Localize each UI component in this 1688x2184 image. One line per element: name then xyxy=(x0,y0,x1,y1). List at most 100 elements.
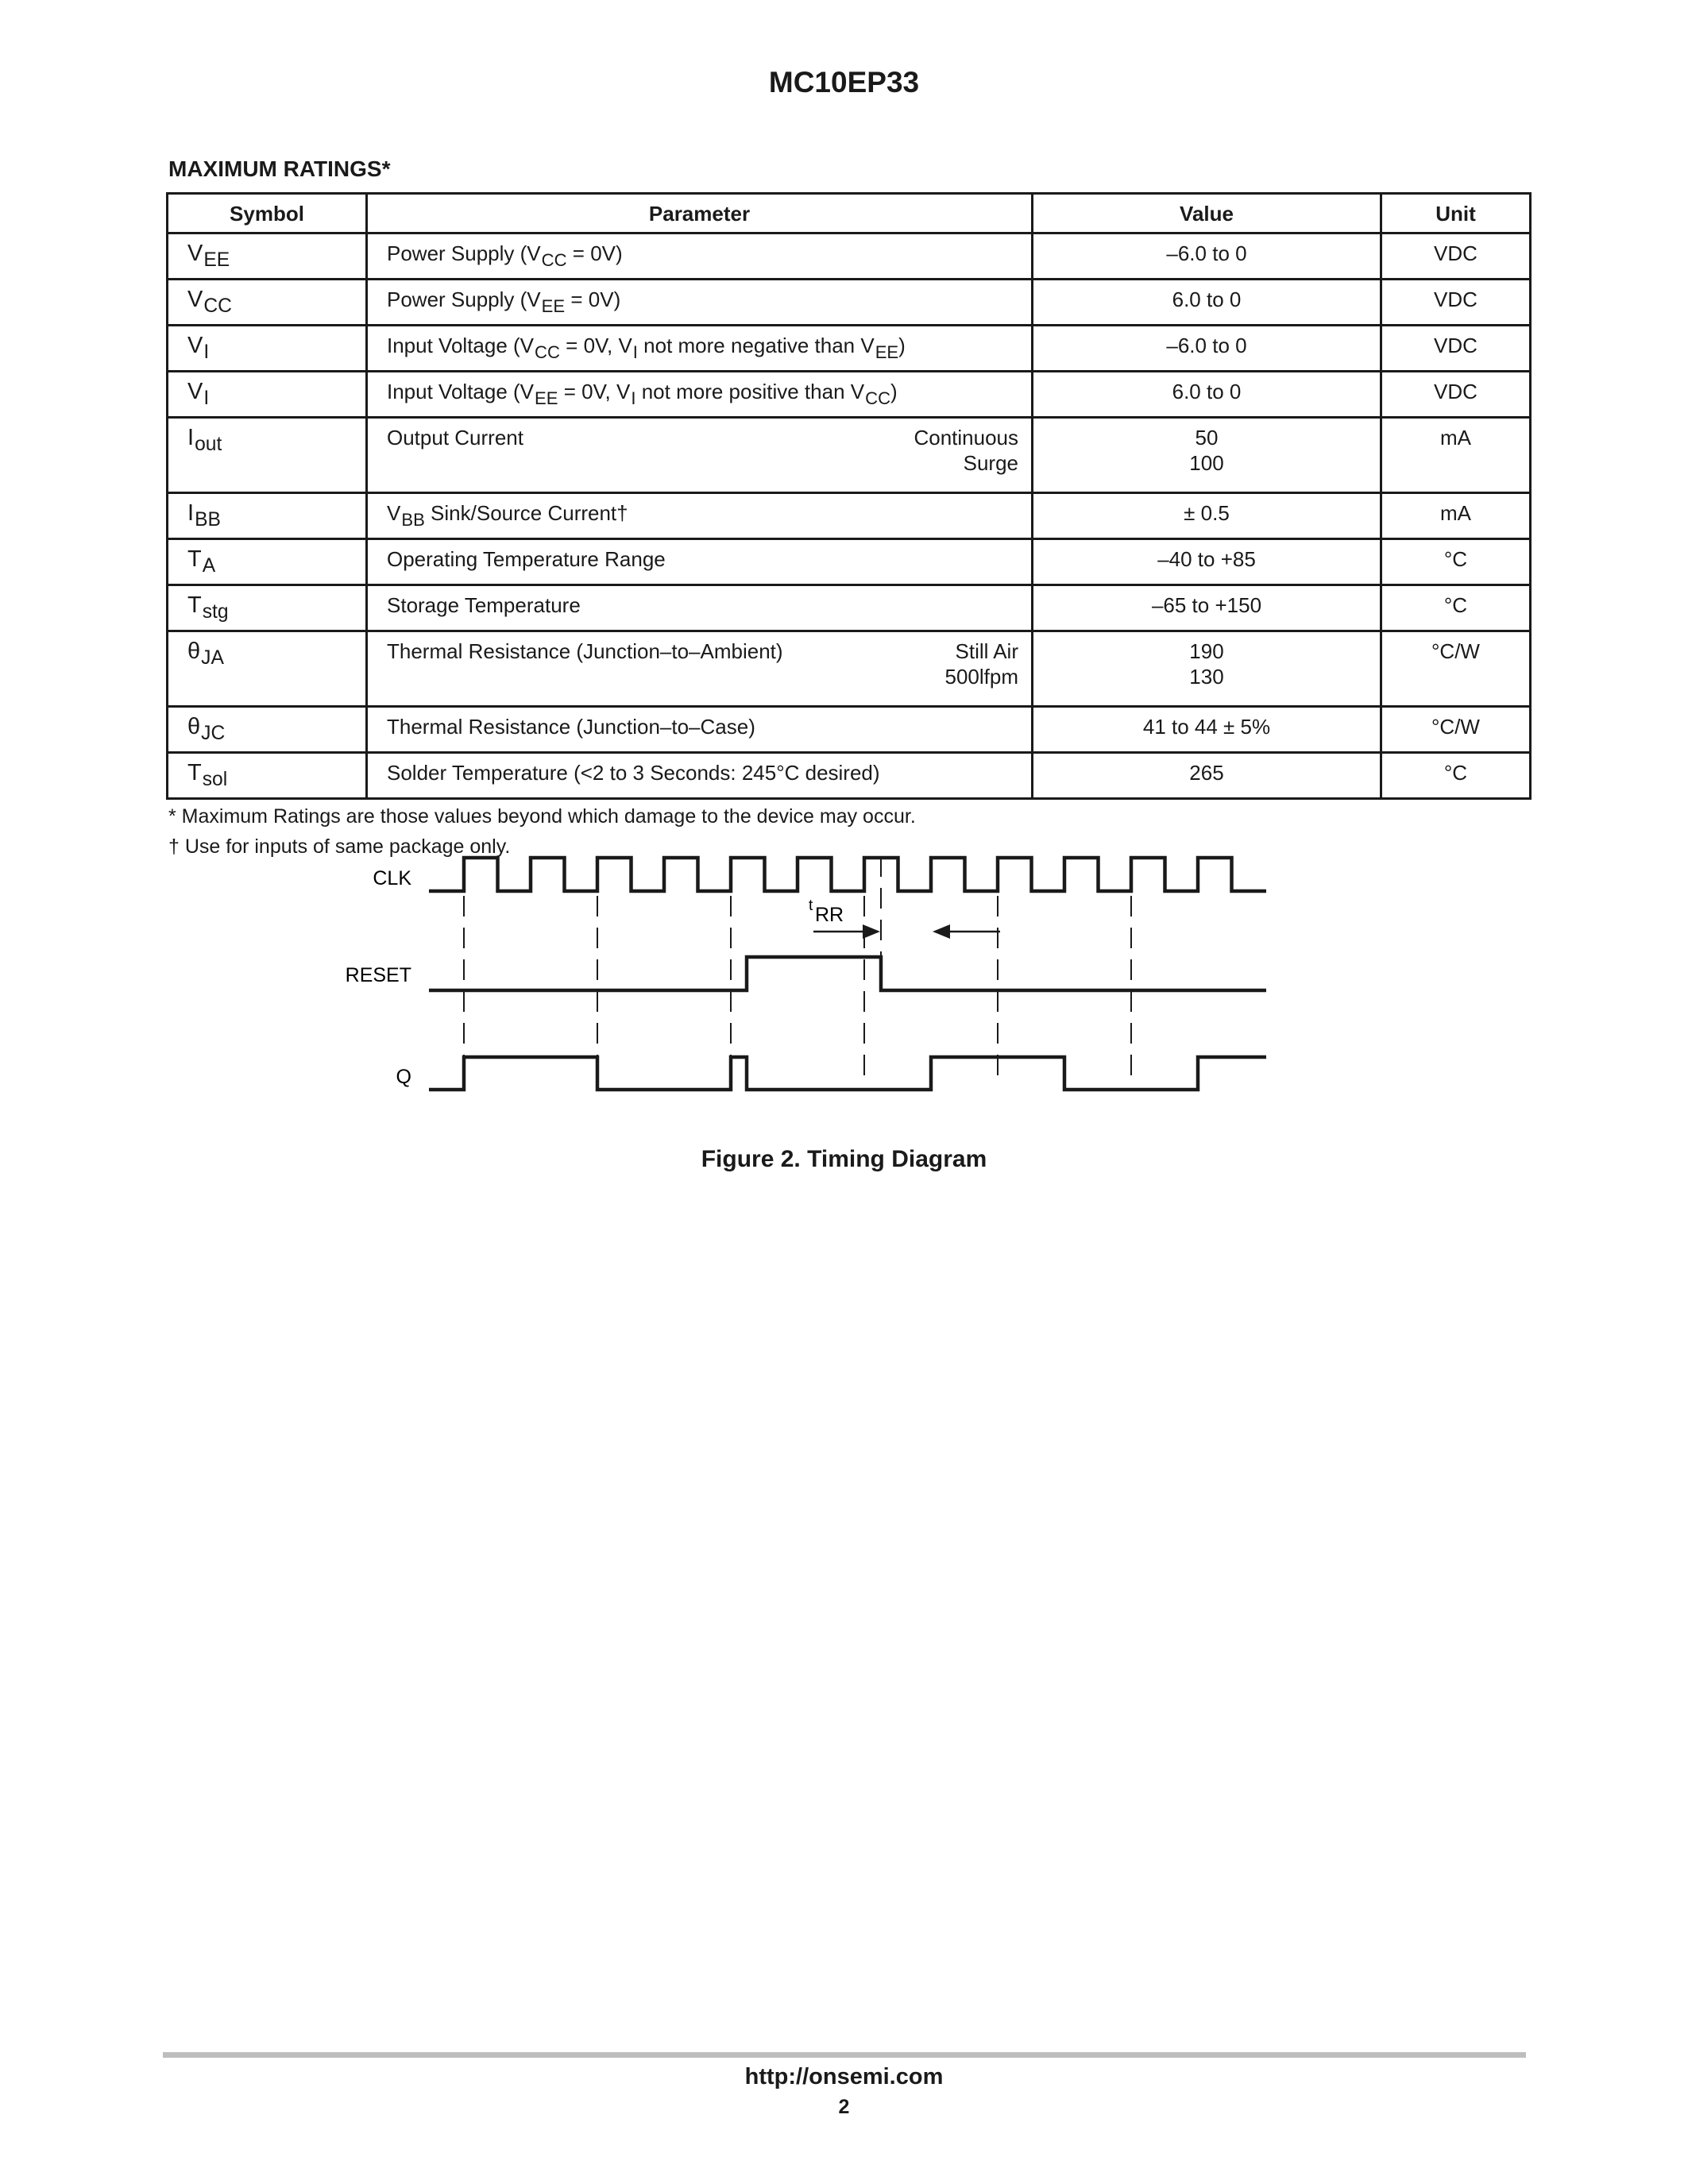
table-row: VCC Power Supply (VEE = 0V) 6.0 to 0 VDC xyxy=(166,278,1532,326)
value-text: 100 xyxy=(1189,451,1224,475)
parameter-text: Solder Temperature (<2 to 3 Seconds: 245… xyxy=(387,760,880,785)
table-row: Tstg Storage Temperature –65 to +150 °C xyxy=(166,584,1532,632)
parameter-text: Input Voltage (VCC = 0V, VI not more neg… xyxy=(387,333,906,361)
parameter-content: Operating Temperature Range xyxy=(387,546,1018,572)
symbol-cell: Tstg xyxy=(166,584,368,632)
symbol-base: θ xyxy=(187,714,201,739)
value-text: 6.0 to 0 xyxy=(1172,380,1242,403)
symbol-cell: θJC xyxy=(166,705,368,754)
symbol-base: V xyxy=(187,333,203,358)
parameter-subscript: EE xyxy=(535,388,558,408)
parameter-cell: Input Voltage (VCC = 0V, VI not more neg… xyxy=(365,324,1033,372)
parameter-segment: not more negative than V xyxy=(637,334,875,357)
table-row: θJA Thermal Resistance (Junction–to–Ambie… xyxy=(166,630,1532,708)
symbol-subscript: JC xyxy=(201,723,226,745)
unit-cell: mA xyxy=(1380,416,1532,494)
parameter-cell: Thermal Resistance (Junction–to–Case) xyxy=(365,705,1033,754)
footer-divider xyxy=(163,2052,1526,2058)
value-text: 6.0 to 0 xyxy=(1172,287,1242,311)
value-cell: –65 to +150 xyxy=(1031,584,1382,632)
clk-waveform xyxy=(429,855,1266,893)
parameter-subscript: CC xyxy=(541,249,567,270)
parameter-segment: Sink/Source Current† xyxy=(424,501,628,525)
reset-waveform xyxy=(429,955,1266,993)
symbol-base: V xyxy=(187,379,203,404)
parameter-segment: Output Current xyxy=(387,426,523,450)
symbol-subscript: I xyxy=(203,341,210,364)
parameter-segment: = 0V, V xyxy=(559,334,632,357)
trr-arrow-right xyxy=(933,924,1000,939)
footer-url[interactable]: http://onsemi.com xyxy=(744,2064,944,2089)
value-text: 190 xyxy=(1189,639,1224,663)
symbol-subscript: I xyxy=(203,388,210,410)
value-text: –65 to +150 xyxy=(1151,593,1262,617)
parameter-segment: Storage Temperature xyxy=(387,593,581,617)
reset-label: RESET xyxy=(346,964,411,986)
value-text: –6.0 to 0 xyxy=(1166,241,1247,265)
parameter-content: Input Voltage (VCC = 0V, VI not more neg… xyxy=(387,333,1018,361)
table-row: θJC Thermal Resistance (Junction–to–Case)… xyxy=(166,705,1532,754)
symbol-base: V xyxy=(187,241,203,266)
symbol-base: V xyxy=(187,287,203,312)
parameter-segment: Power Supply (V xyxy=(387,241,541,265)
clock-edge-guides xyxy=(463,856,1132,1086)
parameter-segment: Thermal Resistance (Junction–to–Case) xyxy=(387,715,755,739)
parameter-cell: Storage Temperature xyxy=(365,584,1033,632)
parameter-content: Output Current Continuous Surge xyxy=(387,425,1018,476)
parameter-text: Thermal Resistance (Junction–to–Ambient) xyxy=(387,639,783,689)
value-text: 265 xyxy=(1189,761,1224,785)
parameter-content: VBB Sink/Source Current† xyxy=(387,500,1018,528)
parameter-content: Power Supply (VCC = 0V) xyxy=(387,241,1018,268)
symbol-cell: VEE xyxy=(166,232,368,280)
parameter-cell: Power Supply (VEE = 0V) xyxy=(365,278,1033,326)
column-header-value: Value xyxy=(1031,192,1382,234)
parameter-text: Storage Temperature xyxy=(387,592,581,618)
unit-cell: °C/W xyxy=(1380,705,1532,754)
trr-label-t: t xyxy=(809,897,813,914)
parameter-subscript: I xyxy=(631,388,636,408)
table-row: Iout Output Current Continuous Surge 50 100 mA xyxy=(166,416,1532,494)
value-text: 130 xyxy=(1189,665,1224,689)
q-label: Q xyxy=(396,1066,411,1088)
parameter-segment: Input Voltage (V xyxy=(387,334,535,357)
maximum-ratings-table: Symbol Parameter Value Unit VEE Power Sup… xyxy=(166,192,1532,800)
symbol-base: T xyxy=(187,546,202,572)
parameter-subscript: EE xyxy=(541,295,566,316)
value-cell: –40 to +85 xyxy=(1031,538,1382,586)
unit-cell: mA xyxy=(1380,492,1532,540)
symbol-subscript: EE xyxy=(203,249,230,272)
unit-cell: °C xyxy=(1380,538,1532,586)
symbol-base: I xyxy=(187,500,195,526)
symbol-subscript: sol xyxy=(202,769,228,791)
parameter-content: Power Supply (VEE = 0V) xyxy=(387,287,1018,314)
q-waveform xyxy=(429,1055,1266,1092)
parameter-content: Solder Temperature (<2 to 3 Seconds: 245… xyxy=(387,760,1018,785)
parameter-segment: Power Supply (V xyxy=(387,287,541,311)
value-cell: ± 0.5 xyxy=(1031,492,1382,540)
column-header-parameter: Parameter xyxy=(365,192,1033,234)
symbol-cell: VI xyxy=(166,324,368,372)
parameter-segment: Solder Temperature (<2 to 3 Seconds: 245… xyxy=(387,761,880,785)
condition-label: Continuous xyxy=(914,426,1018,450)
parameter-cell: Power Supply (VCC = 0V) xyxy=(365,232,1033,280)
page-number: 2 xyxy=(838,2096,850,2118)
value-cell: 265 xyxy=(1031,751,1382,800)
table-row: IBB VBB Sink/Source Current† ± 0.5 mA xyxy=(166,492,1532,540)
parameter-cell: Solder Temperature (<2 to 3 Seconds: 245… xyxy=(365,751,1033,800)
value-text: 41 to 44 ± 5% xyxy=(1142,715,1271,739)
symbol-cell: θJA xyxy=(166,630,368,708)
unit-cell: VDC xyxy=(1380,324,1532,372)
parameter-cell: Operating Temperature Range xyxy=(365,538,1033,586)
symbol-subscript: stg xyxy=(202,601,229,623)
parameter-conditions: Continuous Surge xyxy=(914,425,1018,476)
table-row: Tsol Solder Temperature (<2 to 3 Seconds:… xyxy=(166,751,1532,800)
parameter-segment: ) xyxy=(890,380,898,403)
figure-caption: Figure 2. Timing Diagram xyxy=(701,1146,987,1172)
symbol-cell: VI xyxy=(166,370,368,419)
symbol-subscript: out xyxy=(195,434,222,456)
section-title: MAXIMUM RATINGS* xyxy=(168,156,391,181)
unit-cell: VDC xyxy=(1380,232,1532,280)
parameter-segment: Operating Temperature Range xyxy=(387,547,666,571)
parameter-segment: = 0V) xyxy=(565,287,621,311)
value-text: –6.0 to 0 xyxy=(1166,334,1247,357)
